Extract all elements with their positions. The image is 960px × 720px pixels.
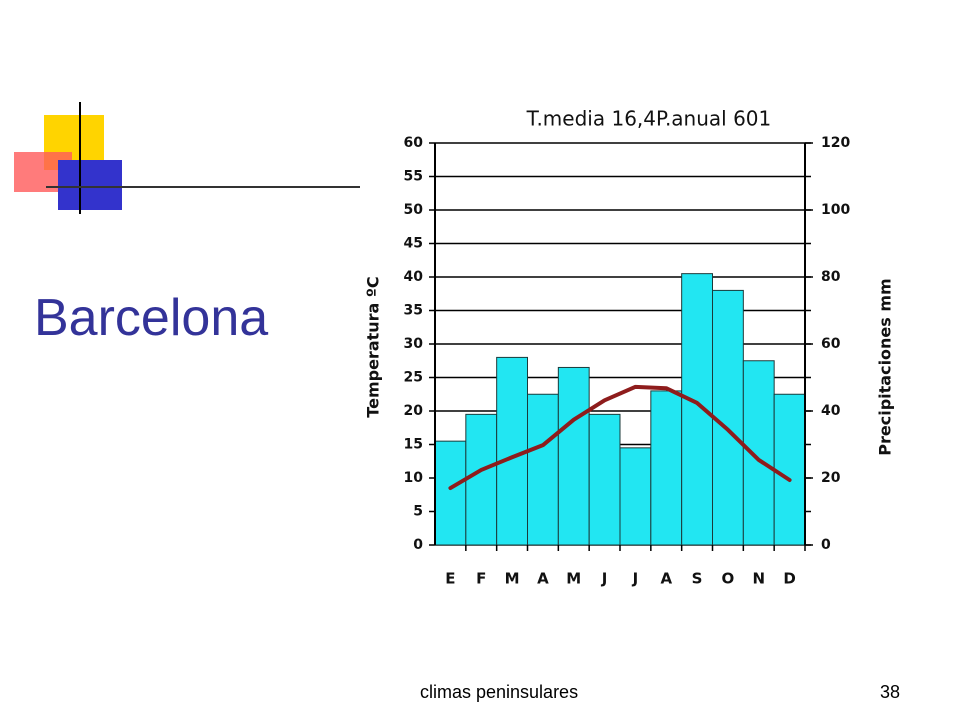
annotation: T.media 16,4 [526,107,656,131]
y-tick-label: 50 [404,202,424,218]
y-axis-label: Temperatura ºC [364,276,383,417]
y2-tick-label: 120 [821,135,850,151]
y-tick-label: 30 [404,336,424,352]
x-tick-label: M [505,570,520,588]
y2-tick-label: 100 [821,202,850,218]
y2-tick-label: 40 [821,403,841,419]
y2-axis-label: Precipitaciones mm [876,278,895,455]
y2-tick-label: 60 [821,336,841,352]
chart: T.media 16,4 P.anual 601 Temperatura ºC … [360,88,906,600]
bar [712,289,744,546]
x-tick-label: N [752,570,765,588]
y-tick-label: 10 [404,470,424,486]
bar [650,390,683,546]
deco-blue [58,160,122,210]
x-tick-label: A [660,570,672,588]
bar [588,413,621,546]
bar [619,447,652,546]
y-tick-label: 55 [404,169,423,185]
y2-tick-label: 0 [821,537,831,553]
bar [434,440,467,546]
slide-title: Barcelona [34,289,269,347]
y-tick-label: 15 [404,437,423,453]
bar [557,366,590,546]
x-tick-label: D [783,570,795,588]
bar [465,413,498,546]
x-tick-label: F [476,570,486,588]
footer: climas peninsulares [420,682,579,702]
x-tick-label: J [632,570,639,588]
x-tick-label: E [445,570,455,588]
annotation: P.anual 601 [656,107,771,131]
page-number: 38 [880,682,901,702]
bar [742,360,775,546]
y-tick-label: 25 [404,370,423,386]
x-tick-label: A [537,570,549,588]
bar [681,273,713,546]
y-tick-label: 40 [404,269,424,285]
y-tick-label: 5 [413,504,423,520]
x-tick-label: J [601,570,608,588]
x-tick-label: S [692,570,703,588]
bar [773,393,806,546]
bar [527,393,559,546]
y-tick-label: 20 [404,403,424,419]
y-tick-label: 0 [413,537,423,553]
y-tick-label: 60 [404,135,424,151]
temperature-line [448,384,792,491]
x-tick-label: O [722,570,735,588]
x-tick-label: M [566,570,581,588]
y2-tick-label: 80 [821,269,841,285]
y-tick-label: 45 [404,236,423,252]
y2-tick-label: 20 [821,470,841,486]
y-tick-label: 35 [404,303,423,319]
